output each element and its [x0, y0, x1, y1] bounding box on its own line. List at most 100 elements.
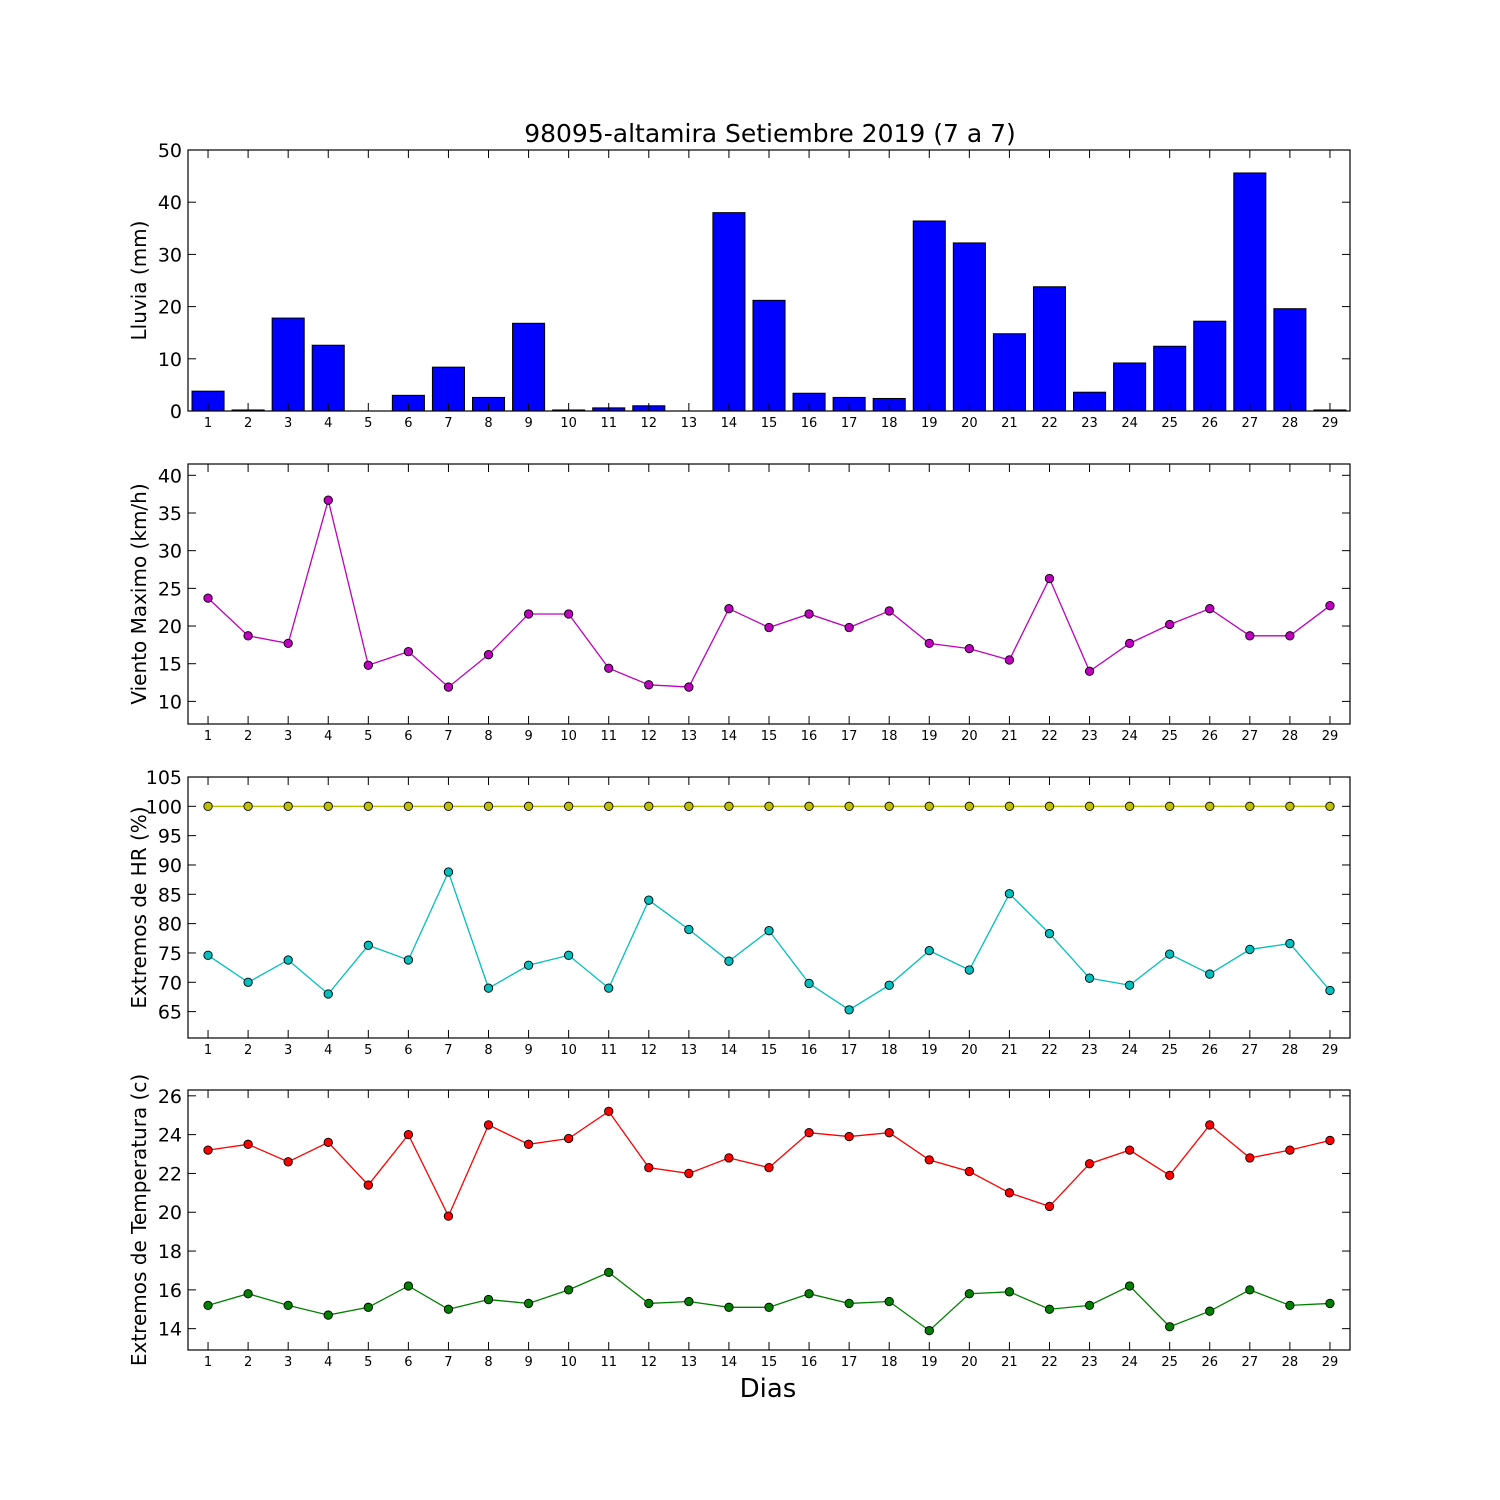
- x-tick-label: 2: [244, 729, 252, 744]
- hr-min-point: [283, 955, 293, 965]
- x-tick-label: 7: [444, 1043, 452, 1058]
- wind-max-point: [724, 604, 734, 614]
- x-tick-label: 16: [801, 1043, 818, 1058]
- temp-min-point: [443, 1304, 454, 1314]
- hr-min-point: [403, 955, 414, 965]
- wind-max-point: [804, 609, 814, 619]
- hr-max-point: [644, 801, 654, 811]
- hr-min-point: [443, 867, 454, 877]
- temp-min-point: [243, 1289, 253, 1299]
- x-tick-label: 10: [560, 1355, 577, 1370]
- temp-min-point: [1325, 1298, 1335, 1309]
- x-tick-label: 29: [1322, 1043, 1339, 1058]
- rain-bar: [992, 333, 1026, 412]
- temp-min-point: [804, 1289, 814, 1299]
- wind-max-point: [764, 622, 774, 633]
- hr-max-point: [403, 801, 414, 811]
- rain-bar: [712, 212, 746, 412]
- y-tick-label: 14: [158, 1319, 182, 1341]
- x-tick-label: 15: [761, 416, 778, 431]
- x-tick-label: 15: [761, 1043, 778, 1058]
- temp-min-point: [1044, 1304, 1055, 1314]
- temp-max-point: [1285, 1145, 1295, 1155]
- hr-max-point: [1004, 801, 1015, 811]
- wind-max-point: [1245, 631, 1255, 641]
- x-tick-label: 27: [1242, 1043, 1259, 1058]
- x-tick-label: 11: [600, 1043, 617, 1058]
- x-tick-label: 25: [1161, 1355, 1178, 1370]
- wind-max-point: [403, 647, 414, 657]
- y-tick-label: 90: [158, 855, 182, 877]
- y-tick-label: 10: [158, 691, 182, 713]
- hr-min-point: [804, 978, 814, 989]
- y-tick-label: 0: [170, 401, 182, 423]
- x-tick-label: 17: [841, 729, 858, 744]
- wind-max-point: [1084, 666, 1095, 676]
- temp-min-point: [1205, 1306, 1215, 1316]
- x-tick-label: 2: [244, 1355, 252, 1370]
- x-tick-label: 23: [1081, 729, 1098, 744]
- hr-max-point: [1205, 801, 1215, 811]
- hr-max-point: [243, 801, 253, 811]
- x-tick-label: 9: [524, 1043, 532, 1058]
- x-tick-label: 13: [681, 416, 698, 431]
- hr-max-point: [1084, 801, 1095, 811]
- x-tick-label: 27: [1242, 416, 1259, 431]
- wind-max-point: [443, 682, 454, 692]
- hr-max-point: [483, 801, 494, 811]
- y-tick-label: 75: [158, 943, 182, 965]
- x-tick-label: 7: [444, 1355, 452, 1370]
- wind-max-point: [1325, 601, 1335, 611]
- temp-max-point: [1205, 1120, 1215, 1130]
- temp-min-point: [844, 1298, 854, 1309]
- x-tick-label: 12: [641, 1043, 658, 1058]
- x-tick-label: 9: [524, 1355, 532, 1370]
- x-tick-label: 2: [244, 1043, 252, 1058]
- temp-max-point: [243, 1139, 253, 1149]
- x-tick-label: 3: [284, 729, 292, 744]
- y-tick-label: 65: [158, 1002, 182, 1024]
- temp-max-point: [403, 1129, 414, 1140]
- hr-max-point: [283, 801, 293, 811]
- hr-max-point: [443, 801, 454, 811]
- hr-max-point: [1245, 801, 1255, 811]
- temp-min-point: [924, 1325, 934, 1336]
- y-tick-label: 50: [158, 140, 182, 162]
- temp-max-point: [203, 1145, 213, 1155]
- temp-max-point: [924, 1155, 934, 1165]
- x-tick-label: 10: [560, 1043, 577, 1058]
- x-tick-label: 24: [1121, 1355, 1138, 1370]
- x-tick-label: 3: [284, 416, 292, 431]
- x-tick-label: 8: [484, 1355, 492, 1370]
- x-tick-label: 13: [681, 1355, 698, 1370]
- x-tick-label: 6: [404, 1355, 412, 1370]
- wind-max-point: [684, 682, 694, 692]
- x-tick-label: 4: [324, 1043, 332, 1058]
- x-tick-label: 15: [761, 729, 778, 744]
- x-tick-label: 28: [1282, 1043, 1299, 1058]
- wind-max-point: [1165, 619, 1175, 630]
- temp-min-point: [724, 1302, 734, 1312]
- y-tick-label: 35: [158, 503, 182, 525]
- x-tick-label: 6: [404, 416, 412, 431]
- temp-max-point: [1124, 1145, 1135, 1155]
- hr-min-point: [964, 965, 974, 975]
- hr-max-point: [564, 801, 574, 811]
- temp-min-point: [764, 1302, 774, 1312]
- x-tick-label: 5: [364, 1043, 372, 1058]
- x-tick-label: 26: [1201, 1043, 1218, 1058]
- x-tick-label: 10: [560, 416, 577, 431]
- x-tick-label: 5: [364, 416, 372, 431]
- rain-bar: [952, 242, 986, 412]
- x-axis-label: Dias: [740, 1374, 797, 1404]
- x-tick-label: 29: [1322, 416, 1339, 431]
- x-tick-label: 2: [244, 416, 252, 431]
- x-tick-label: 23: [1081, 1043, 1098, 1058]
- y-tick-label: 24: [158, 1125, 182, 1147]
- hr-min-point: [724, 956, 734, 966]
- hr-max-point: [323, 801, 333, 811]
- x-tick-label: 24: [1121, 416, 1138, 431]
- x-tick-label: 19: [921, 1355, 938, 1370]
- hr-min-point: [1004, 889, 1015, 899]
- wind-max-point: [604, 663, 614, 673]
